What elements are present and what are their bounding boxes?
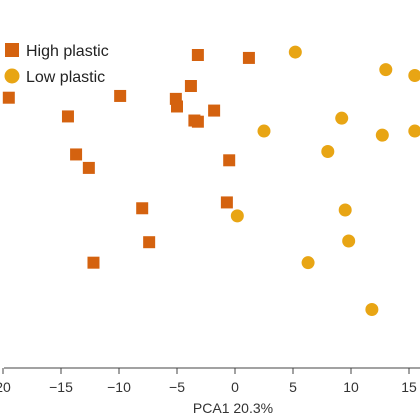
low-plastic-point <box>301 256 315 270</box>
x-tick-label: 15 <box>401 379 417 395</box>
x-tick-label: 0 <box>231 379 239 395</box>
legend-marker-low-plastic <box>4 68 20 84</box>
high-plastic-point <box>171 100 183 113</box>
x-tick-label: 20 <box>0 379 11 395</box>
points-layer <box>2 45 420 316</box>
low-plastic-point <box>257 124 271 138</box>
x-tick-label: −10 <box>107 379 131 395</box>
legend: High plastic Low plastic <box>4 43 109 86</box>
high-plastic-point <box>87 256 100 269</box>
legend-label-low-plastic: Low plastic <box>26 69 105 86</box>
low-plastic-point <box>342 234 356 248</box>
high-plastic-point <box>184 80 197 93</box>
low-plastic-point <box>335 111 349 125</box>
low-plastic-point <box>408 124 420 138</box>
low-plastic-point <box>379 63 393 77</box>
x-axis-ticks: 20 −15 −10 −5 0 5 10 15 <box>0 368 417 395</box>
low-plastic-point <box>365 302 379 316</box>
low-plastic-point <box>408 68 420 82</box>
high-plastic-point <box>242 51 255 64</box>
x-axis-title: PCA1 20.3% <box>193 400 273 416</box>
x-tick-label: 5 <box>289 379 297 395</box>
x-tick-label: −5 <box>169 379 185 395</box>
low-plastic-point <box>288 45 302 59</box>
low-plastic-point <box>375 128 389 142</box>
high-plastic-point <box>136 202 149 215</box>
high-plastic-point <box>114 89 127 102</box>
high-plastic-point <box>2 91 15 104</box>
x-tick-label: 10 <box>343 379 359 395</box>
legend-label-high-plastic: High plastic <box>26 43 109 60</box>
high-plastic-point <box>191 115 204 128</box>
legend-marker-high-plastic <box>5 43 19 57</box>
high-plastic-point <box>70 148 83 161</box>
high-plastic-point <box>82 161 95 174</box>
high-plastic-point <box>143 236 156 249</box>
low-plastic-point <box>321 145 335 159</box>
x-tick-label: −15 <box>49 379 73 395</box>
high-plastic-point <box>191 49 204 61</box>
low-plastic-point <box>230 209 244 223</box>
high-plastic-point <box>208 104 221 117</box>
high-plastic-point <box>223 154 236 167</box>
low-plastic-point <box>338 203 352 217</box>
high-plastic-point <box>61 110 74 123</box>
high-plastic-point <box>220 196 233 209</box>
